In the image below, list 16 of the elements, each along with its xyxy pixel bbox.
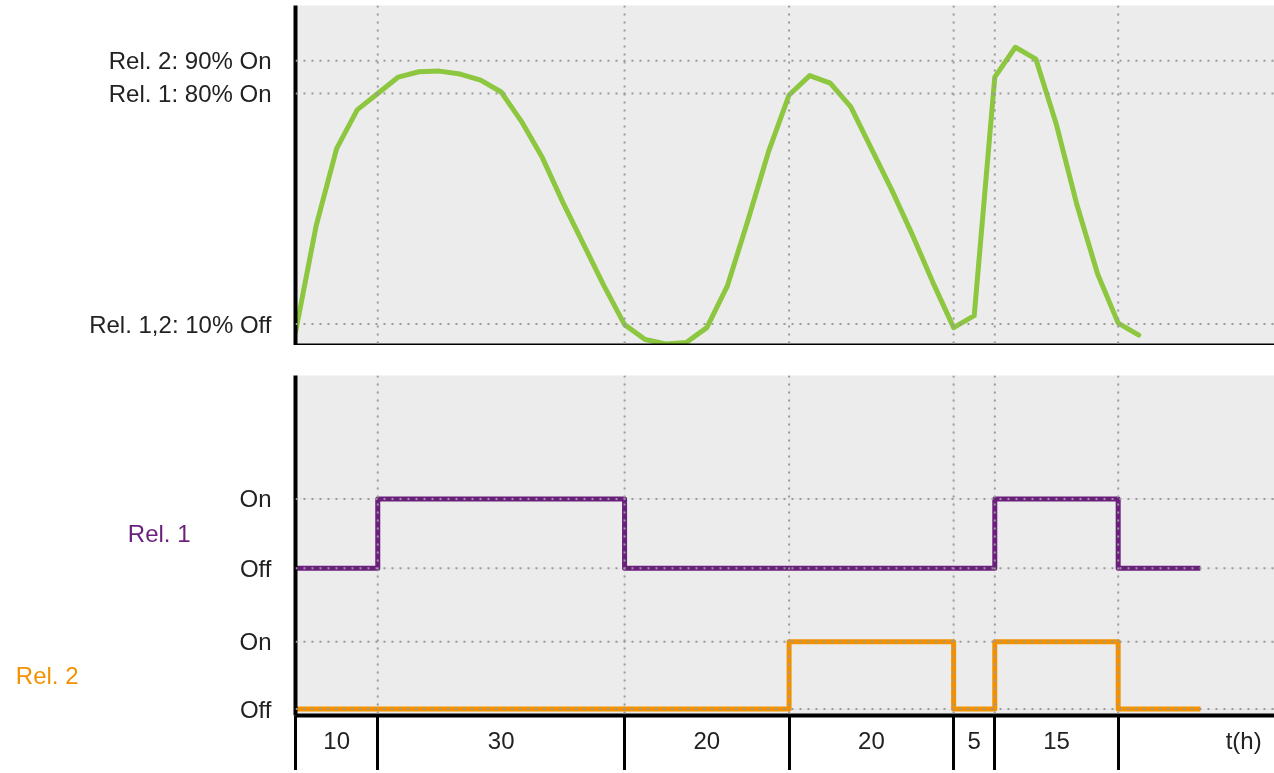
text: On bbox=[239, 628, 272, 656]
text: 5 bbox=[967, 726, 981, 754]
text: 20 bbox=[693, 726, 721, 754]
text: Off bbox=[239, 554, 272, 582]
x-axis-title: t(h) bbox=[1225, 726, 1262, 754]
text: Rel. 2: 90% On bbox=[108, 47, 272, 75]
text: Rel. 2 bbox=[15, 661, 79, 689]
text: 10 bbox=[323, 726, 350, 754]
text: On bbox=[239, 485, 272, 513]
text: Off bbox=[239, 695, 272, 723]
text: 15 bbox=[1043, 726, 1070, 754]
text: Rel. 1,2: 10% Off bbox=[89, 310, 272, 338]
text: Rel. 1 bbox=[127, 520, 191, 548]
text: Rel. 1: 80% On bbox=[108, 79, 272, 107]
text: 30 bbox=[487, 726, 515, 754]
text: 20 bbox=[858, 726, 885, 754]
